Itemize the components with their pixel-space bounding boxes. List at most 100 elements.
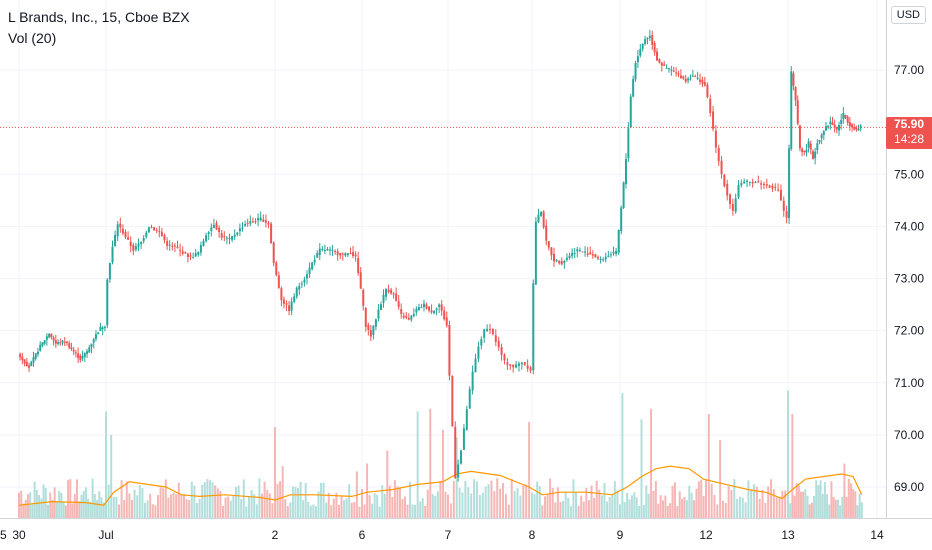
volume-bar (69, 479, 72, 518)
candle-body (166, 241, 169, 246)
volume-bar (302, 500, 305, 518)
volume-bar (170, 494, 172, 518)
volume-bar (516, 488, 519, 518)
candle-body (352, 252, 355, 256)
candle-body (636, 56, 639, 63)
candle-body (119, 223, 122, 228)
currency-badge[interactable]: USD (890, 6, 926, 24)
volume-indicator-label[interactable]: Vol (20) (8, 30, 57, 46)
volume-bar (730, 489, 733, 518)
candle-body (443, 310, 446, 320)
candle-body (462, 428, 465, 450)
volume-bar (391, 497, 394, 518)
volume-bar (533, 494, 536, 518)
candle-body (578, 250, 581, 252)
candle-body (520, 362, 523, 365)
candle-body (410, 315, 413, 320)
candle-body (402, 315, 405, 318)
candle-body (137, 243, 140, 247)
candle-body (820, 134, 823, 139)
candle-body (798, 125, 801, 149)
volume-bar (606, 501, 609, 518)
volume-bar (146, 500, 149, 518)
candle-body (687, 78, 690, 81)
candle-body (43, 340, 46, 344)
candle-body (233, 234, 236, 237)
candle-body (658, 59, 661, 63)
y-tick-label: 70.00 (894, 428, 924, 442)
candle-body (246, 223, 249, 225)
volume-bar (125, 481, 128, 518)
volume-bar (659, 495, 662, 518)
volume-bar (201, 484, 204, 518)
candle-body (45, 336, 48, 340)
candle-body (818, 139, 821, 143)
candle-body (540, 211, 543, 216)
candle-body (777, 189, 780, 191)
candle-body (542, 211, 545, 228)
volume-bar (800, 491, 803, 518)
candle-body (140, 241, 143, 245)
candle-body (762, 184, 765, 186)
candle-body (59, 342, 62, 344)
candle-body (782, 200, 785, 211)
volume-bar (666, 505, 669, 518)
volume-bar (681, 498, 684, 518)
candle-body (374, 319, 377, 327)
candle-body (341, 253, 344, 255)
volume-bar (808, 504, 811, 518)
volume-bar (67, 479, 70, 518)
x-tick-label: 13 (781, 528, 795, 542)
candle-body (682, 76, 685, 79)
candle-body (796, 100, 799, 124)
volume-bar (747, 480, 750, 518)
volume-bar (628, 499, 631, 518)
volume-bar (767, 486, 770, 518)
volume-bar (404, 496, 406, 518)
volume-bar (841, 496, 844, 518)
volume-bar (461, 492, 464, 518)
candle-body (186, 253, 189, 258)
candle-body (218, 227, 221, 233)
candle-body (672, 70, 675, 72)
volume-bar (102, 502, 105, 518)
candle-body (840, 119, 843, 124)
volume-bar (235, 487, 237, 518)
candle-body (101, 327, 104, 330)
candle-body (300, 283, 303, 285)
candle-body (558, 260, 561, 264)
volume-bar (856, 505, 859, 518)
candle-body (689, 78, 692, 80)
y-tick-label: 71.00 (894, 376, 924, 390)
volume-bar (47, 504, 49, 518)
volume-bar (164, 479, 167, 518)
volume-bar (175, 494, 178, 518)
x-tick-label: 6 (359, 528, 366, 542)
volume-bar (845, 496, 848, 518)
volume-bar (24, 499, 27, 518)
volume-bar (635, 497, 638, 518)
y-tick-label: 72.00 (894, 324, 924, 338)
volume-bar (645, 485, 648, 518)
x-tick-label: 15 (0, 528, 7, 542)
volume-bar (206, 479, 209, 518)
volume-bar (55, 502, 58, 518)
candle-body (785, 211, 788, 218)
candle-body (94, 334, 97, 339)
candle-body (168, 244, 171, 246)
volume-bar (795, 483, 798, 518)
volume-bar (58, 490, 61, 518)
volume-bar (750, 489, 753, 518)
candle-body (293, 296, 296, 302)
volume-bar (664, 495, 667, 518)
candle-body (295, 287, 298, 297)
candle-body (576, 249, 579, 252)
volume-bar (376, 494, 379, 518)
x-tick-label: 8 (529, 528, 536, 542)
volume-bar (105, 411, 107, 518)
candle-body (848, 122, 851, 127)
candle-body (667, 68, 670, 70)
volume-bar (744, 502, 747, 518)
volume-bar (598, 489, 601, 518)
